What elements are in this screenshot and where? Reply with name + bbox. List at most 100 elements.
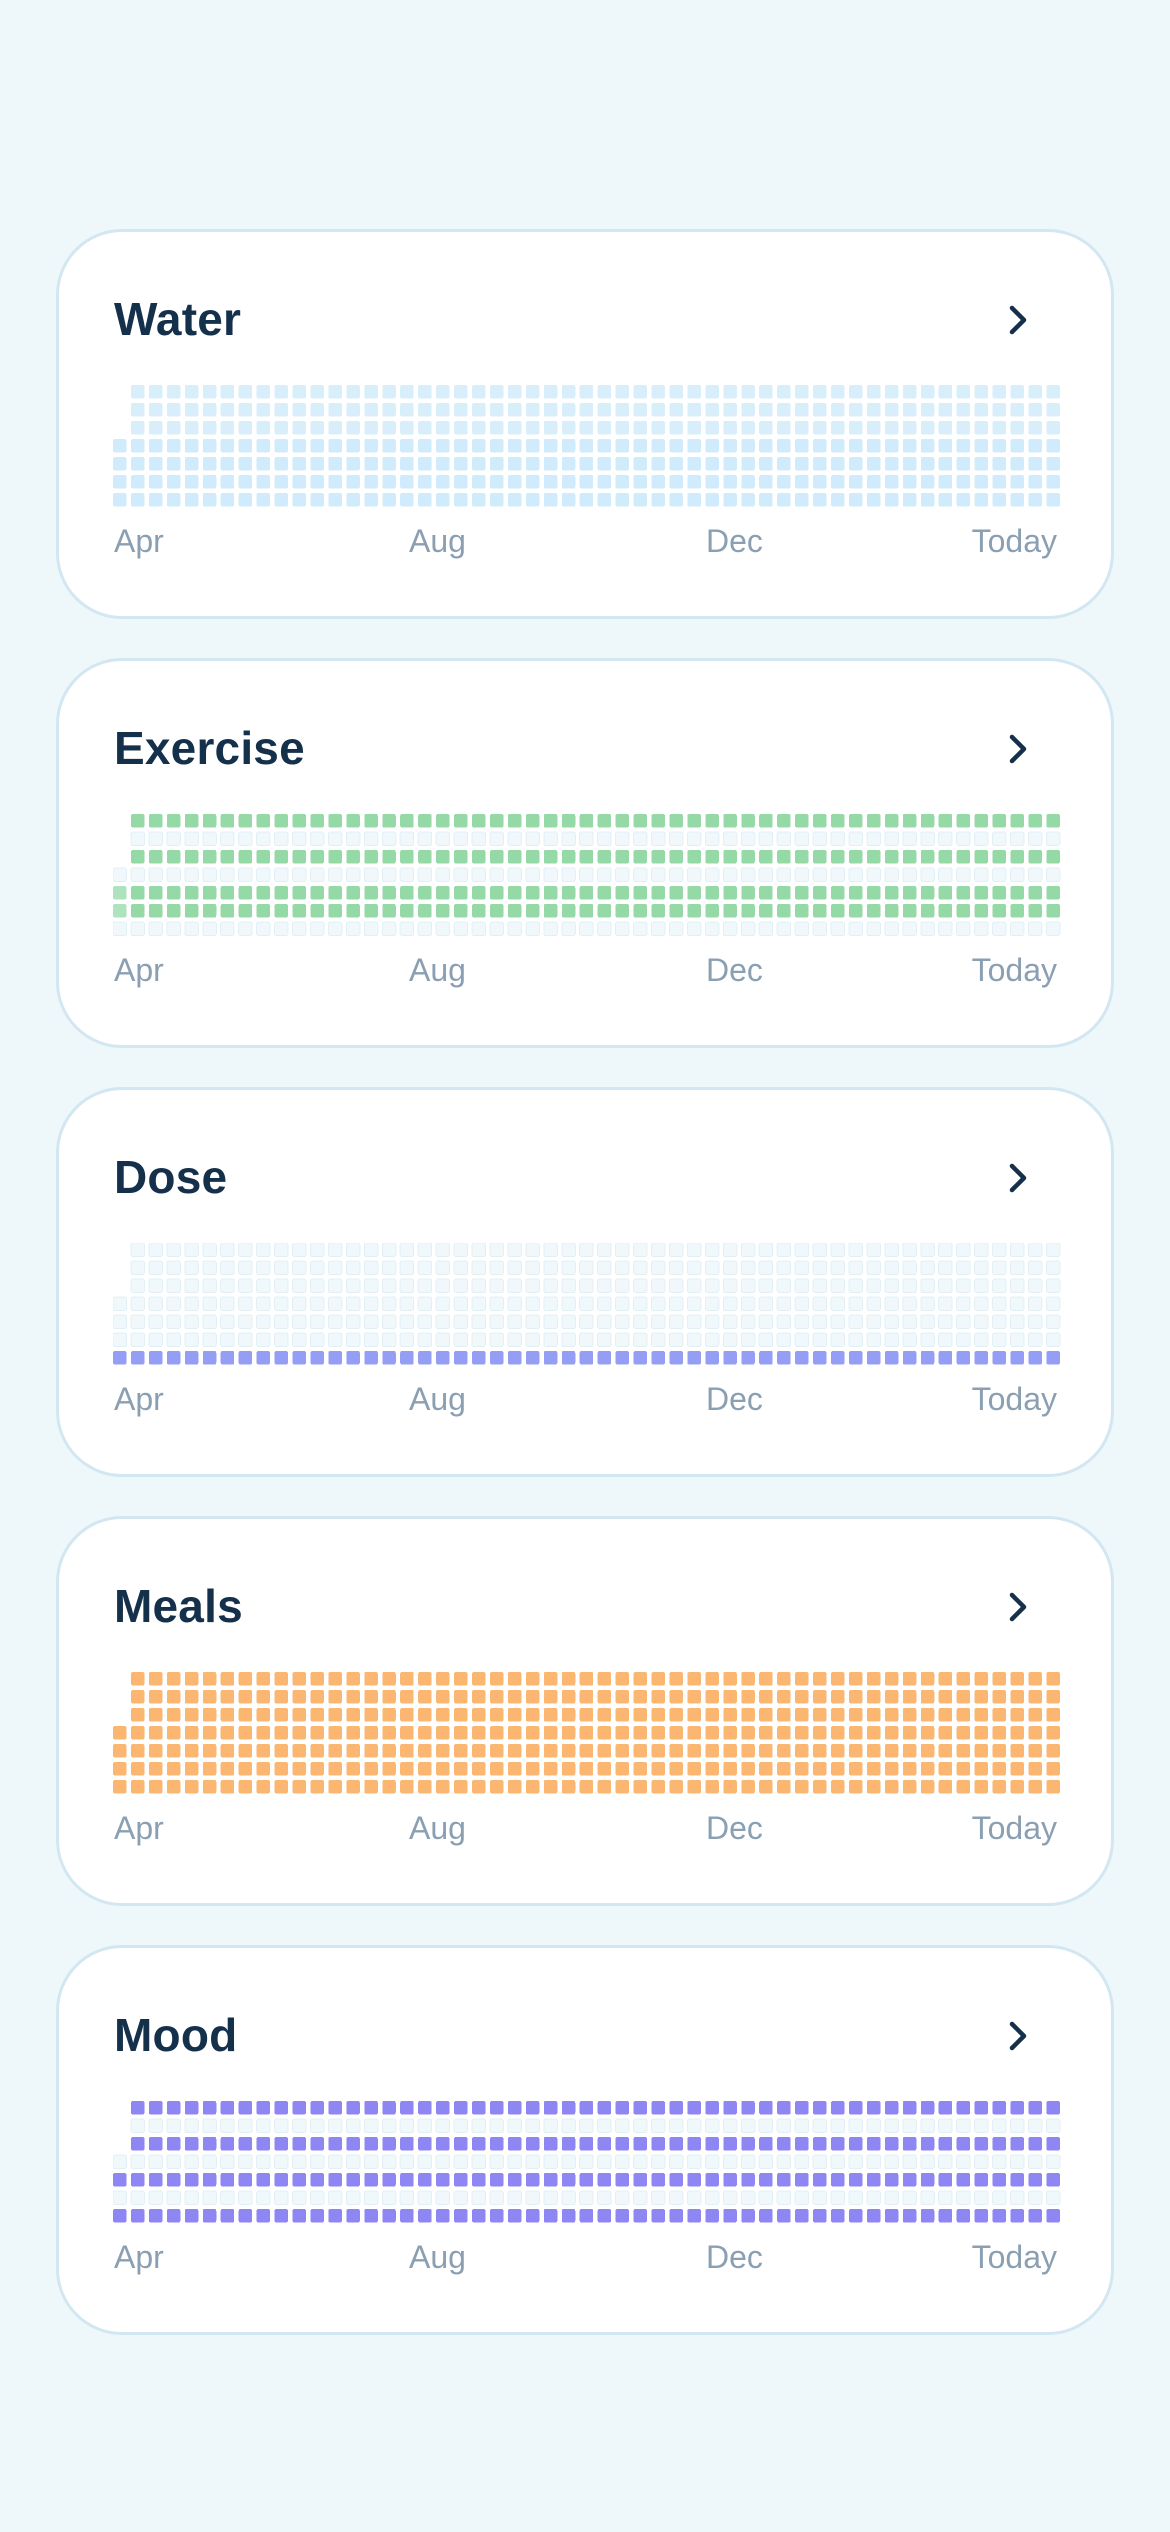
heatmap-cell xyxy=(579,439,594,453)
heatmap-cell xyxy=(956,2173,971,2187)
heatmap-cell xyxy=(651,1708,665,1722)
heatmap-cell xyxy=(310,1708,324,1722)
heatmap-cell xyxy=(651,1744,665,1758)
heatmap-cell xyxy=(435,1332,451,1347)
heatmap-cell xyxy=(202,850,217,864)
heatmap-cell xyxy=(938,2101,953,2115)
heatmap-cell xyxy=(597,2209,612,2223)
heatmap-cell xyxy=(992,850,1007,864)
heatmap-cell xyxy=(381,1278,397,1293)
heatmap-cell xyxy=(202,2118,217,2133)
heatmap-cell xyxy=(795,403,809,417)
heatmap-cell xyxy=(1046,1690,1060,1704)
heatmap-cell xyxy=(884,2101,899,2115)
heatmap-cell xyxy=(687,2173,701,2187)
heatmap-cell xyxy=(525,421,540,435)
heatmap-cell xyxy=(489,904,504,918)
heatmap-cell xyxy=(669,1351,683,1365)
heatmap-cell xyxy=(256,403,271,417)
heatmap-cell xyxy=(579,814,594,828)
heatmap-cell xyxy=(399,831,415,846)
chevron-right-icon[interactable] xyxy=(1000,302,1036,338)
heatmap-cell xyxy=(866,1243,881,1257)
heatmap-cell xyxy=(938,904,953,918)
heatmap-cell xyxy=(776,831,792,846)
heatmap-cell xyxy=(507,814,522,828)
heatmap-cell xyxy=(543,2190,558,2205)
heatmap-cell xyxy=(184,1726,199,1740)
heatmap-cell xyxy=(220,1260,235,1275)
card-water[interactable]: Water Apr Aug Dec Today xyxy=(56,229,1114,619)
heatmap-cell xyxy=(148,1690,163,1704)
heatmap-cell xyxy=(956,867,971,882)
heatmap-cell xyxy=(902,2101,917,2115)
heatmap-cell xyxy=(938,1780,953,1794)
heatmap-cell xyxy=(417,1278,433,1293)
heatmap-cell xyxy=(363,1314,379,1329)
heatmap-cell xyxy=(902,1780,917,1794)
heatmap-cell xyxy=(992,1351,1007,1365)
heatmap-cell xyxy=(974,1243,989,1257)
heatmap-cell xyxy=(202,1332,217,1347)
heatmap-cell xyxy=(309,921,325,936)
activity-heatmap xyxy=(113,1672,1060,1794)
heatmap-cell xyxy=(651,904,665,918)
heatmap-cell xyxy=(364,814,378,828)
heatmap-cell xyxy=(310,850,324,864)
heatmap-cell xyxy=(454,439,468,453)
heatmap-cell xyxy=(831,1708,845,1722)
card-dose[interactable]: Dose Apr Aug Dec Today xyxy=(56,1087,1114,1477)
heatmap-cell xyxy=(830,2154,845,2169)
heatmap-cell xyxy=(848,867,863,882)
card-mood[interactable]: Mood Apr Aug Dec Today xyxy=(56,1945,1114,2335)
heatmap-cell xyxy=(345,2154,361,2169)
heatmap-cell xyxy=(668,1332,684,1347)
heatmap-cell xyxy=(705,1690,719,1704)
heatmap-cell xyxy=(830,2118,845,2133)
heatmap-cell xyxy=(741,2209,755,2223)
card-exercise[interactable]: Exercise Apr Aug Dec Today xyxy=(56,658,1114,1048)
heatmap-cell xyxy=(813,1762,827,1776)
heatmap-cell xyxy=(561,493,576,507)
heatmap-cell xyxy=(507,1708,522,1722)
heatmap-cell xyxy=(938,1332,953,1347)
chevron-right-icon[interactable] xyxy=(1000,1160,1036,1196)
heatmap-cell xyxy=(166,1351,181,1365)
heatmap-cell xyxy=(453,2190,469,2205)
heatmap-cell xyxy=(884,1296,899,1311)
heatmap-cell xyxy=(813,2209,827,2223)
chevron-right-icon[interactable] xyxy=(1000,731,1036,767)
heatmap-cell xyxy=(543,1708,558,1722)
heatmap-cell xyxy=(1010,1690,1024,1704)
heatmap-cell xyxy=(184,921,199,936)
heatmap-cell xyxy=(148,2209,163,2223)
heatmap-cell xyxy=(669,439,683,453)
heatmap-cell xyxy=(723,1672,737,1686)
heatmap-cell xyxy=(902,814,917,828)
card-meals[interactable]: Meals Apr Aug Dec Today xyxy=(56,1516,1114,1906)
heatmap-cell xyxy=(813,475,827,489)
heatmap-cell xyxy=(777,475,791,489)
heatmap-cell xyxy=(920,814,935,828)
heatmap-cell xyxy=(292,2101,306,2115)
heatmap-cell xyxy=(831,457,845,471)
heatmap-cell xyxy=(1010,1314,1025,1329)
heatmap-cell xyxy=(328,421,342,435)
heatmap-cell xyxy=(453,2118,469,2133)
chevron-right-icon[interactable] xyxy=(1000,1589,1036,1625)
heatmap-cell xyxy=(740,1278,756,1293)
heatmap-cell xyxy=(615,904,630,918)
heatmap-cell xyxy=(543,1332,558,1347)
heatmap-cell xyxy=(723,1726,737,1740)
heatmap-cell xyxy=(113,1744,127,1758)
heatmap-cell xyxy=(597,1351,612,1365)
heatmap-cell xyxy=(472,475,486,489)
chevron-right-icon[interactable] xyxy=(1000,2018,1036,2054)
heatmap-cell xyxy=(866,886,881,900)
heatmap-cell xyxy=(759,439,773,453)
heatmap-cell xyxy=(686,2190,702,2205)
heatmap-cell xyxy=(256,2190,271,2205)
heatmap-cell xyxy=(938,403,953,417)
heatmap-cell xyxy=(489,421,504,435)
heatmap-cell xyxy=(1046,886,1060,900)
